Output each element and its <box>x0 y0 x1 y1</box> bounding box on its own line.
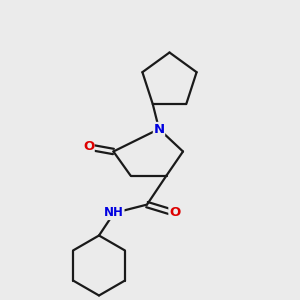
Text: O: O <box>169 206 180 220</box>
Text: O: O <box>83 140 94 154</box>
Text: N: N <box>153 122 165 136</box>
Text: NH: NH <box>104 206 124 220</box>
